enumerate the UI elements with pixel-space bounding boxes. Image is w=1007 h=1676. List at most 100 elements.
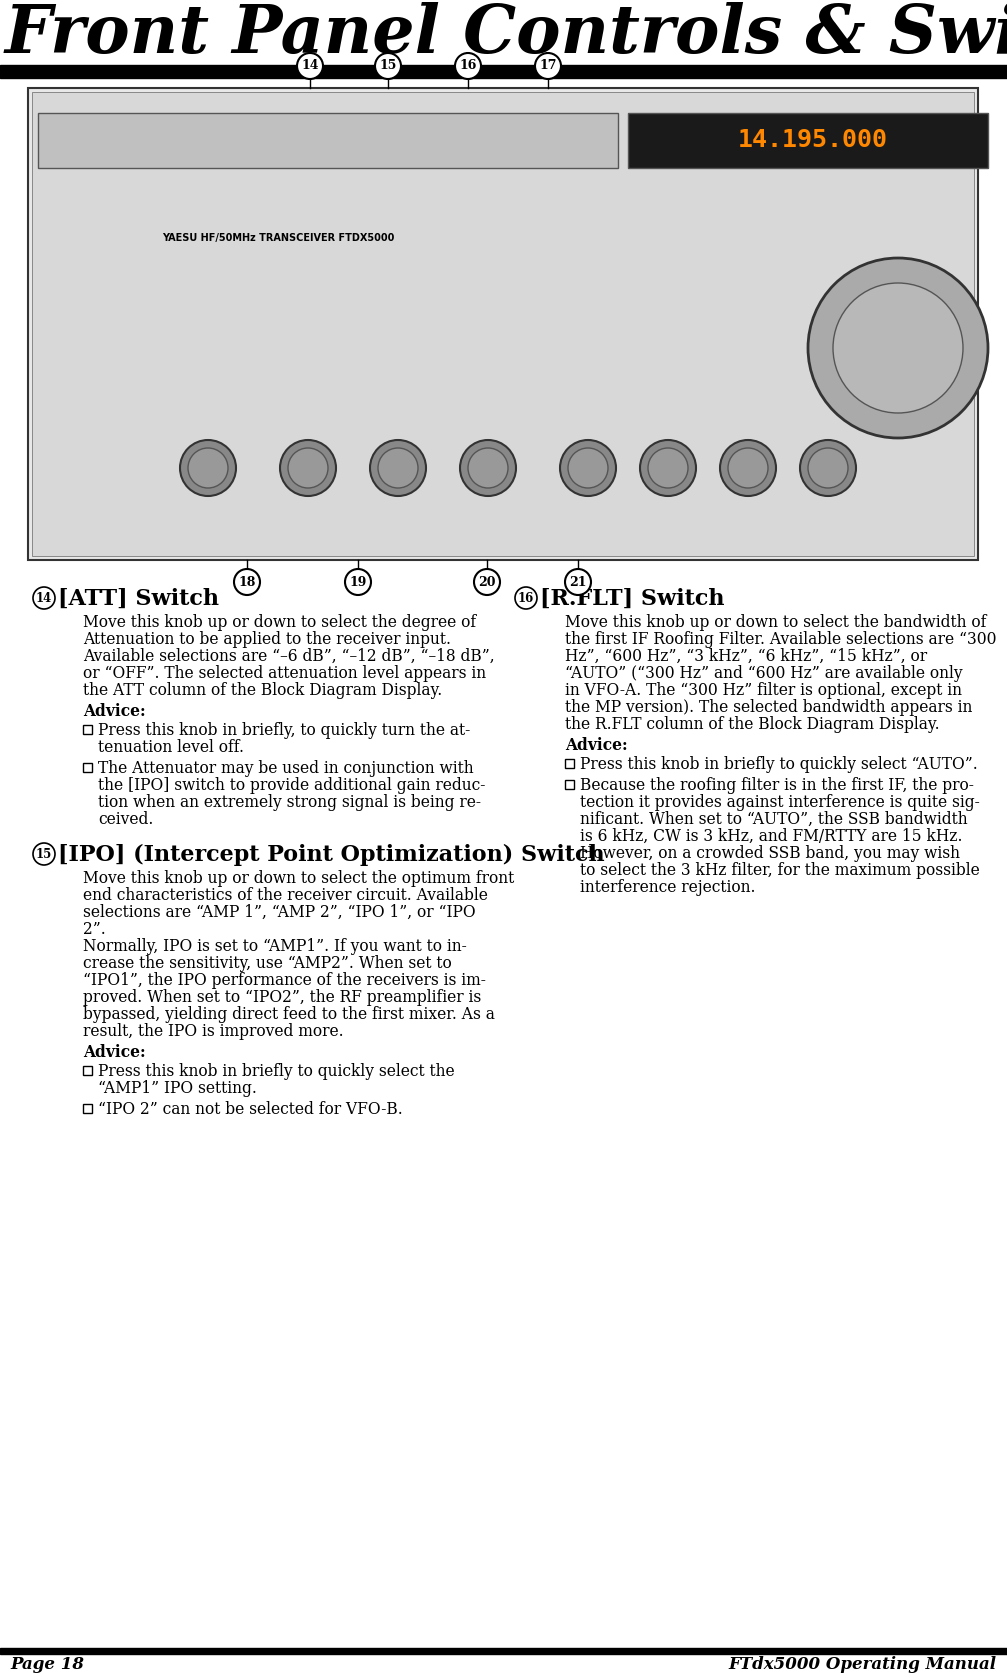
Circle shape [728, 447, 768, 488]
Text: 14: 14 [36, 592, 52, 605]
Text: Press this knob in briefly, to quickly turn the at-: Press this knob in briefly, to quickly t… [98, 722, 470, 739]
Text: The Attenuator may be used in conjunction with: The Attenuator may be used in conjunctio… [98, 759, 473, 778]
Circle shape [565, 568, 591, 595]
Text: 18: 18 [239, 575, 256, 588]
Text: bypassed, yielding direct feed to the first mixer. As a: bypassed, yielding direct feed to the fi… [83, 1006, 494, 1022]
Circle shape [640, 441, 696, 496]
Circle shape [288, 447, 328, 488]
Circle shape [468, 447, 508, 488]
Text: 2”.: 2”. [83, 922, 106, 939]
Text: However, on a crowded SSB band, you may wish: However, on a crowded SSB band, you may … [580, 845, 960, 861]
Bar [83, 763, 92, 773]
Text: Normally, IPO is set to “AMP1”. If you want to in-: Normally, IPO is set to “AMP1”. If you w… [83, 939, 467, 955]
Bar [83, 1066, 92, 1074]
Text: the MP version). The selected bandwidth appears in: the MP version). The selected bandwidth … [565, 699, 973, 716]
Circle shape [833, 283, 963, 412]
Circle shape [234, 568, 260, 595]
Bar [28, 89, 978, 560]
Text: Press this knob in briefly to quickly select the: Press this knob in briefly to quickly se… [98, 1063, 454, 1079]
Text: Available selections are “–6 dB”, “–12 dB”, “–18 dB”,: Available selections are “–6 dB”, “–12 d… [83, 649, 494, 665]
Text: is 6 kHz, CW is 3 kHz, and FM/RTTY are 15 kHz.: is 6 kHz, CW is 3 kHz, and FM/RTTY are 1… [580, 828, 963, 845]
Text: tenuation level off.: tenuation level off. [98, 739, 244, 756]
Text: Advice:: Advice: [83, 1044, 146, 1061]
Circle shape [297, 54, 323, 79]
Text: Press this knob in briefly to quickly select “AUTO”.: Press this knob in briefly to quickly se… [580, 756, 978, 773]
Text: 14.195.000: 14.195.000 [738, 127, 888, 153]
Text: the [IPO] switch to provide additional gain reduc-: the [IPO] switch to provide additional g… [98, 778, 485, 794]
Circle shape [33, 843, 55, 865]
Circle shape [378, 447, 418, 488]
Text: tion when an extremely strong signal is being re-: tion when an extremely strong signal is … [98, 794, 481, 811]
Text: ceived.: ceived. [98, 811, 153, 828]
Circle shape [808, 447, 848, 488]
Text: Move this knob up or down to select the optimum front: Move this knob up or down to select the … [83, 870, 515, 887]
Circle shape [800, 441, 856, 496]
Text: interference rejection.: interference rejection. [580, 878, 755, 897]
Circle shape [720, 441, 776, 496]
Text: 14: 14 [301, 60, 319, 72]
Circle shape [455, 54, 481, 79]
Bar [628, 112, 988, 168]
Text: to select the 3 kHz filter, for the maximum possible: to select the 3 kHz filter, for the maxi… [580, 861, 980, 878]
Text: “AMP1” IPO setting.: “AMP1” IPO setting. [98, 1079, 257, 1098]
Circle shape [568, 447, 608, 488]
Text: or “OFF”. The selected attenuation level appears in: or “OFF”. The selected attenuation level… [83, 665, 486, 682]
Text: Advice:: Advice: [83, 702, 146, 721]
Bar [32, 92, 974, 556]
Text: 20: 20 [478, 575, 495, 588]
Text: in VFO-A. The “300 Hz” filter is optional, except in: in VFO-A. The “300 Hz” filter is optiona… [565, 682, 962, 699]
Text: selections are “AMP 1”, “AMP 2”, “IPO 1”, or “IPO: selections are “AMP 1”, “AMP 2”, “IPO 1”… [83, 903, 475, 922]
Text: [ATT] Switch: [ATT] Switch [58, 588, 219, 610]
Circle shape [180, 441, 236, 496]
Text: result, the IPO is improved more.: result, the IPO is improved more. [83, 1022, 343, 1041]
Text: Because the roofing filter is in the first IF, the pro-: Because the roofing filter is in the fir… [580, 778, 974, 794]
Text: Hz”, “600 Hz”, “3 kHz”, “6 kHz”, “15 kHz”, or: Hz”, “600 Hz”, “3 kHz”, “6 kHz”, “15 kHz… [565, 649, 927, 665]
Text: Advice:: Advice: [565, 737, 627, 754]
Text: 21: 21 [569, 575, 587, 588]
Text: proved. When set to “IPO2”, the RF preamplifier is: proved. When set to “IPO2”, the RF pream… [83, 989, 481, 1006]
Circle shape [375, 54, 401, 79]
Text: Attenuation to be applied to the receiver input.: Attenuation to be applied to the receive… [83, 630, 451, 649]
Circle shape [188, 447, 228, 488]
Circle shape [280, 441, 336, 496]
Circle shape [370, 441, 426, 496]
Text: YAESU HF/50MHz TRANSCEIVER FTDX5000: YAESU HF/50MHz TRANSCEIVER FTDX5000 [162, 233, 394, 243]
Text: Front Panel Controls & Switches: Front Panel Controls & Switches [5, 2, 1007, 67]
Text: 17: 17 [540, 60, 557, 72]
Text: end characteristics of the receiver circuit. Available: end characteristics of the receiver circ… [83, 887, 487, 903]
Circle shape [560, 441, 616, 496]
Circle shape [648, 447, 688, 488]
Text: Page 18: Page 18 [10, 1656, 84, 1673]
Bar [83, 726, 92, 734]
Circle shape [515, 587, 537, 608]
Text: Move this knob up or down to select the degree of: Move this knob up or down to select the … [83, 613, 476, 630]
Circle shape [535, 54, 561, 79]
Text: nificant. When set to “AUTO”, the SSB bandwidth: nificant. When set to “AUTO”, the SSB ba… [580, 811, 968, 828]
Bar [0, 1648, 1007, 1654]
Text: crease the sensitivity, use “AMP2”. When set to: crease the sensitivity, use “AMP2”. When… [83, 955, 452, 972]
Bar [38, 112, 618, 168]
Bar [83, 1104, 92, 1113]
Circle shape [460, 441, 516, 496]
Text: [IPO] (Intercept Point Optimization) Switch: [IPO] (Intercept Point Optimization) Swi… [58, 845, 604, 866]
Text: [R.FLT] Switch: [R.FLT] Switch [540, 588, 724, 610]
Text: the ATT column of the Block Diagram Display.: the ATT column of the Block Diagram Disp… [83, 682, 442, 699]
Text: 16: 16 [518, 592, 534, 605]
Text: 15: 15 [380, 60, 397, 72]
Circle shape [474, 568, 500, 595]
Bar [565, 759, 574, 768]
Text: the R.FLT column of the Block Diagram Display.: the R.FLT column of the Block Diagram Di… [565, 716, 940, 732]
Text: Move this knob up or down to select the bandwidth of: Move this knob up or down to select the … [565, 613, 987, 630]
Bar [565, 779, 574, 789]
Text: the first IF Roofing Filter. Available selections are “300: the first IF Roofing Filter. Available s… [565, 630, 997, 649]
Text: tection it provides against interference is quite sig-: tection it provides against interference… [580, 794, 980, 811]
Circle shape [808, 258, 988, 437]
Text: 19: 19 [349, 575, 367, 588]
Circle shape [33, 587, 55, 608]
Text: “AUTO” (“300 Hz” and “600 Hz” are available only: “AUTO” (“300 Hz” and “600 Hz” are availa… [565, 665, 963, 682]
Text: FTdx5000 Operating Manual: FTdx5000 Operating Manual [729, 1656, 997, 1673]
Text: 16: 16 [459, 60, 476, 72]
Text: 15: 15 [36, 848, 52, 860]
Bar [0, 65, 1007, 79]
Circle shape [345, 568, 371, 595]
